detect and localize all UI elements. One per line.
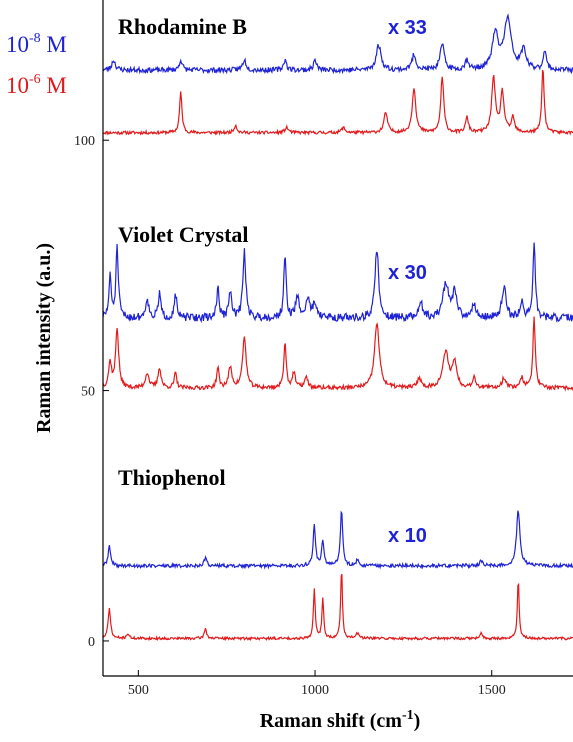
sample-label-rhodamine-b: Rhodamine B <box>118 14 247 39</box>
sample-label-violet-crystal: Violet Crystal <box>118 222 249 247</box>
x-axis-title: Raman shift (cm-1) <box>260 708 421 732</box>
spectrum-line-violet-crystal-high-conc <box>102 316 573 392</box>
scale-label-thiophenol: x 10 <box>388 525 427 547</box>
x-tick-label: 1000 <box>301 683 329 698</box>
y-axis-title: Raman intensity (a.u.) <box>33 243 55 433</box>
spectrum-line-rhodamine-b-high-conc <box>102 69 573 136</box>
legend-item-low-conc: 10-8 M <box>6 31 67 57</box>
legend-item-high-conc: 10-6 M <box>6 72 67 98</box>
x-tick-label: 1500 <box>478 683 506 698</box>
y-tick-label: 0 <box>88 635 95 650</box>
x-tick-label: 500 <box>128 683 149 698</box>
plot-frame <box>102 0 573 677</box>
scale-label-rhodamine-b: x 33 <box>388 17 427 39</box>
spectrum-line-thiophenol-high-conc <box>102 573 573 642</box>
spectrum-line-violet-crystal-low-conc <box>102 242 573 324</box>
sample-label-thiophenol: Thiophenol <box>118 465 226 490</box>
legend: 10-8 M 10-6 M <box>6 31 67 98</box>
y-tick-label: 50 <box>81 385 95 400</box>
scale-label-violet-crystal: x 30 <box>388 262 427 284</box>
spectrum-line-rhodamine-b-low-conc <box>102 13 573 75</box>
y-tick-label: 100 <box>74 134 95 149</box>
x-ticks: 500 1000 1500 <box>128 670 506 698</box>
y-ticks: 0 50 100 <box>74 134 109 650</box>
spectrum-line-thiophenol-low-conc <box>102 510 573 570</box>
plot-series <box>102 13 573 642</box>
